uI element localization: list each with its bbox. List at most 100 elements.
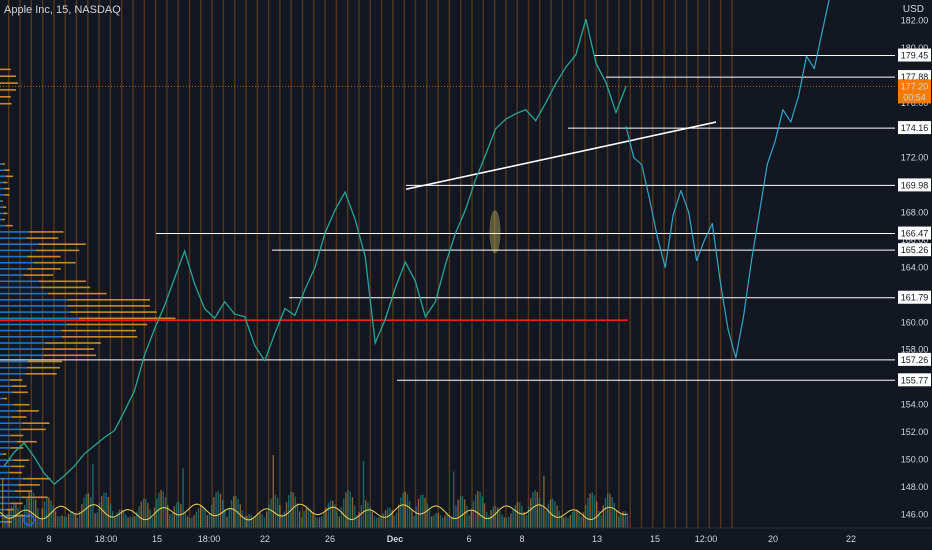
level-label: 179.45 xyxy=(901,51,929,61)
volume-bar xyxy=(259,512,261,528)
volume-bar xyxy=(52,505,54,528)
symbol-title[interactable]: Apple Inc, 15, NASDAQ xyxy=(4,4,121,16)
volume-bar xyxy=(547,503,549,528)
volume-bar xyxy=(510,513,512,528)
profile-bar-up xyxy=(0,329,62,332)
price-series xyxy=(3,19,627,485)
volume-bar xyxy=(37,508,39,528)
price-tick: 166.00 xyxy=(901,235,929,245)
volume-bar xyxy=(114,517,116,528)
volume-bar xyxy=(94,513,96,528)
session-stripe xyxy=(674,0,677,528)
volume-bar xyxy=(43,501,46,528)
volume-bar xyxy=(21,513,24,528)
session-stripe xyxy=(731,0,733,528)
volume-bar xyxy=(41,508,43,528)
volume-profile xyxy=(0,68,176,523)
session-stripe xyxy=(245,0,247,528)
volume-bar xyxy=(244,516,246,528)
volume-bar xyxy=(2,478,4,528)
volume-bar xyxy=(101,496,103,528)
session-stripe xyxy=(686,0,688,528)
profile-bar-up xyxy=(0,496,22,499)
projection-line xyxy=(625,0,830,359)
time-tick: 22 xyxy=(260,534,270,544)
volume-bar xyxy=(552,498,554,528)
session-stripe xyxy=(482,0,484,528)
volume-bar xyxy=(365,500,367,528)
volume-bar xyxy=(516,502,519,528)
volume-bar xyxy=(156,498,158,528)
volume-bar xyxy=(369,506,371,528)
volume-bar xyxy=(461,496,464,528)
currency-label[interactable]: USD xyxy=(902,4,924,15)
volume-bar xyxy=(541,506,543,528)
volume-bar xyxy=(6,513,8,528)
volume-bar xyxy=(442,517,444,528)
profile-bar-down xyxy=(17,410,39,412)
volume-bar xyxy=(398,504,400,528)
volume-bar xyxy=(206,515,208,528)
profile-bar-down xyxy=(27,366,60,369)
profile-bar-up xyxy=(0,440,17,443)
volume-bar xyxy=(200,505,202,528)
volume-bar xyxy=(444,515,446,528)
session-stripe xyxy=(200,0,202,528)
profile-bar-up xyxy=(0,490,15,492)
volume-bar xyxy=(431,516,433,528)
volume-bar xyxy=(246,515,248,528)
session-stripe xyxy=(550,0,552,528)
profile-bar-down xyxy=(2,453,7,455)
volume-bar xyxy=(490,509,492,528)
volume-bar xyxy=(578,511,580,528)
session-stripe xyxy=(426,0,428,528)
session-stripe xyxy=(595,0,597,528)
volume-bar xyxy=(426,503,428,528)
session-stripe xyxy=(629,0,631,528)
volume-bar xyxy=(602,505,604,528)
profile-bar-up xyxy=(0,360,28,363)
session-stripe xyxy=(460,0,462,528)
profile-bar-down xyxy=(66,323,148,326)
session-stripe xyxy=(154,0,157,528)
volume-bar xyxy=(50,500,52,528)
volume-bar xyxy=(422,494,424,528)
session-stripe xyxy=(448,0,451,528)
volume-bar xyxy=(554,501,556,528)
volume-bar xyxy=(439,515,442,528)
trendline xyxy=(405,121,717,191)
volume-bar xyxy=(569,515,571,528)
volume-bar xyxy=(189,517,191,528)
volume-bar xyxy=(125,514,127,528)
session-stripe xyxy=(618,0,620,528)
time-tick: 20 xyxy=(768,534,778,544)
price-tick: 154.00 xyxy=(901,400,929,410)
volume-bar xyxy=(116,512,118,528)
volume-bar xyxy=(503,517,505,528)
profile-bar-down xyxy=(28,231,64,233)
volume-bar xyxy=(329,500,332,528)
volume-bar xyxy=(362,461,365,528)
volume-bar xyxy=(536,492,538,528)
profile-bar-up xyxy=(0,422,23,424)
volume-bar xyxy=(277,498,279,528)
profile-bar-down xyxy=(23,274,54,276)
volume-bar xyxy=(406,494,409,528)
volume-bar xyxy=(15,504,17,528)
volume-bar xyxy=(420,495,422,528)
volume-bar xyxy=(87,493,90,528)
profile-bar-up xyxy=(0,237,27,239)
session-stripe xyxy=(493,0,496,528)
volume-bar xyxy=(151,517,153,528)
volume-bar xyxy=(349,491,351,528)
volume-bar xyxy=(65,516,68,528)
volume-bar xyxy=(351,497,354,528)
volume-bar xyxy=(134,516,136,528)
profile-bar-up xyxy=(0,403,14,406)
vertical-stripes xyxy=(8,0,733,528)
profile-bar-up xyxy=(0,169,5,171)
volume-bar xyxy=(149,509,151,528)
volume-bar xyxy=(450,517,453,528)
